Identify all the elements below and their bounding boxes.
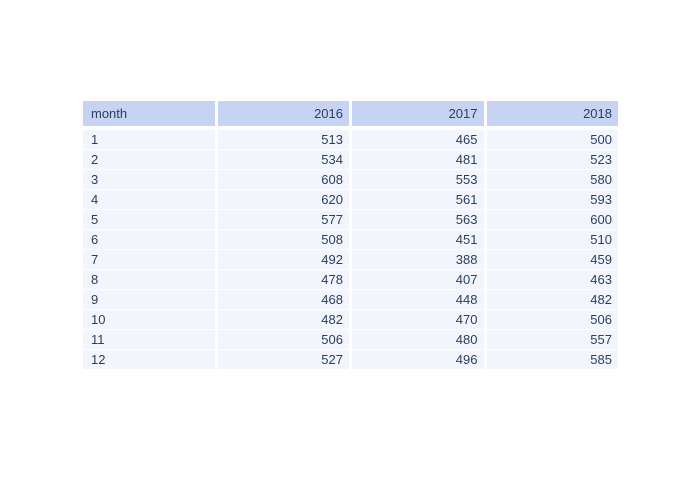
table-cell-2016: 577: [217, 210, 349, 229]
table-cell-2018: 523: [486, 150, 618, 169]
table-row: 10 482 470 506: [83, 310, 618, 330]
table-row: 2 534 481 523: [83, 150, 618, 170]
table-cell-2017: 388: [352, 250, 484, 269]
table-cell-2017: 407: [352, 270, 484, 289]
table-header-cell-month: month: [83, 101, 215, 126]
table-cell-2016: 513: [217, 130, 349, 149]
table-row: 6 508 451 510: [83, 230, 618, 250]
table-cell-2017: 563: [352, 210, 484, 229]
table-row: 12 527 496 585: [83, 350, 618, 370]
table-cell-2018: 580: [486, 170, 618, 189]
table-cell-2016: 478: [217, 270, 349, 289]
table-cell-month: 9: [83, 290, 215, 309]
table-cell-2016: 608: [217, 170, 349, 189]
table-cell-2016: 620: [217, 190, 349, 209]
table-cell-month: 5: [83, 210, 215, 229]
table-cell-2018: 557: [486, 330, 618, 349]
table-header-row: month 2016 2017 2018: [83, 101, 618, 126]
table-header-cell-2016: 2016: [217, 101, 349, 126]
table-cell-2018: 510: [486, 230, 618, 249]
table-cell-2016: 506: [217, 330, 349, 349]
table-cell-2016: 508: [217, 230, 349, 249]
table-header-cell-2017: 2017: [352, 101, 484, 126]
table-cell-2016: 482: [217, 310, 349, 329]
table-cell-month: 2: [83, 150, 215, 169]
table-cell-2018: 482: [486, 290, 618, 309]
table-row: 1 513 465 500: [83, 130, 618, 150]
table-cell-2017: 481: [352, 150, 484, 169]
table-row: 3 608 553 580: [83, 170, 618, 190]
table-cell-month: 6: [83, 230, 215, 249]
table-cell-2017: 465: [352, 130, 484, 149]
table-cell-2017: 451: [352, 230, 484, 249]
table-cell-month: 3: [83, 170, 215, 189]
table-cell-month: 8: [83, 270, 215, 289]
table-cell-2017: 448: [352, 290, 484, 309]
table-cell-2017: 480: [352, 330, 484, 349]
table-row: 11 506 480 557: [83, 330, 618, 350]
table-cell-2016: 468: [217, 290, 349, 309]
table-cell-2017: 470: [352, 310, 484, 329]
table-cell-month: 10: [83, 310, 215, 329]
data-table: month 2016 2017 2018 1 513 465 500 2 534…: [83, 101, 618, 370]
table-cell-2017: 553: [352, 170, 484, 189]
table-cell-2016: 534: [217, 150, 349, 169]
table-header-cell-2018: 2018: [486, 101, 618, 126]
table-row: 9 468 448 482: [83, 290, 618, 310]
table-cell-month: 12: [83, 350, 215, 369]
table-cell-2018: 600: [486, 210, 618, 229]
table-row: 5 577 563 600: [83, 210, 618, 230]
table-row: 8 478 407 463: [83, 270, 618, 290]
table-row: 7 492 388 459: [83, 250, 618, 270]
table-row: 4 620 561 593: [83, 190, 618, 210]
table-cell-2018: 585: [486, 350, 618, 369]
table-cell-2018: 593: [486, 190, 618, 209]
table-cell-month: 11: [83, 330, 215, 349]
table-cell-2018: 459: [486, 250, 618, 269]
table-cell-2018: 463: [486, 270, 618, 289]
table-cell-2017: 561: [352, 190, 484, 209]
table-cell-2017: 496: [352, 350, 484, 369]
table-cell-month: 4: [83, 190, 215, 209]
table-cell-2016: 492: [217, 250, 349, 269]
table-cell-month: 7: [83, 250, 215, 269]
table-cell-2018: 506: [486, 310, 618, 329]
table-cell-month: 1: [83, 130, 215, 149]
table-cell-2018: 500: [486, 130, 618, 149]
table-cell-2016: 527: [217, 350, 349, 369]
